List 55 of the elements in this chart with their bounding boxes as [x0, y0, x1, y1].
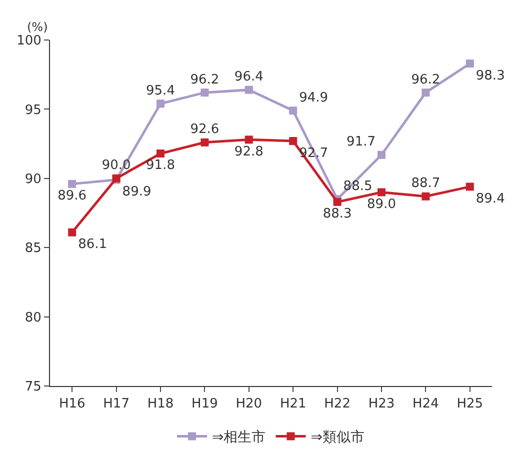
point — [200, 138, 209, 146]
y-tick-label: 95 — [24, 102, 42, 118]
point — [156, 149, 164, 158]
point — [378, 150, 386, 159]
point — [422, 192, 430, 200]
data-label: 96.4 — [234, 70, 264, 85]
data-label: 91.8 — [146, 158, 175, 174]
data-label: 96.2 — [190, 72, 220, 88]
y-tick-label: 75 — [24, 380, 42, 395]
point — [289, 106, 298, 115]
data-label: 92.6 — [190, 122, 220, 138]
x-tick-label: H16 — [58, 396, 86, 412]
x-tick-label: H24 — [412, 396, 439, 412]
x-tick-label: H22 — [324, 396, 350, 412]
data-label: 96.2 — [411, 72, 440, 88]
legend-label: ⇒類似市 — [310, 430, 364, 446]
data-label: 98.3 — [476, 68, 505, 84]
x-tick-label: H21 — [280, 396, 306, 412]
point — [68, 180, 76, 188]
point — [289, 137, 298, 146]
x-tick-label: H17 — [103, 396, 130, 412]
x-tick-label: H23 — [368, 396, 395, 412]
data-label: 89.9 — [122, 184, 152, 200]
point — [466, 60, 474, 68]
x-tick-label: H19 — [192, 396, 218, 412]
data-label: 92.8 — [234, 144, 264, 160]
data-label: 89.4 — [476, 191, 505, 206]
point — [466, 182, 474, 191]
point — [200, 88, 209, 97]
y-tick-label: 85 — [24, 241, 42, 256]
y-axis-title: (%) — [27, 20, 48, 34]
x-tick-label: H20 — [236, 396, 262, 412]
data-label: 86.1 — [78, 237, 108, 252]
data-label: 91.7 — [346, 134, 376, 150]
data-label: 88.5 — [343, 178, 372, 194]
x-tick-label: H18 — [147, 396, 174, 412]
point — [422, 88, 430, 97]
point — [333, 198, 342, 206]
y-tick-label: 80 — [24, 310, 42, 326]
x-tick-label: H25 — [456, 396, 484, 412]
point — [378, 188, 386, 196]
data-label: 88.3 — [322, 206, 352, 222]
data-label: 94.9 — [299, 90, 328, 106]
point — [68, 228, 76, 236]
y-tick-label: 90 — [24, 172, 42, 187]
data-label: 95.4 — [146, 83, 175, 98]
point — [156, 100, 164, 108]
data-label: 89.6 — [58, 188, 87, 204]
point — [244, 86, 253, 94]
legend-label: ⇒相生市 — [212, 430, 266, 446]
data-label: 88.7 — [411, 176, 440, 192]
y-tick-label: 100 — [16, 34, 42, 49]
data-label: 90.0 — [102, 158, 131, 174]
point — [244, 136, 253, 144]
data-label: 89.0 — [367, 196, 396, 212]
